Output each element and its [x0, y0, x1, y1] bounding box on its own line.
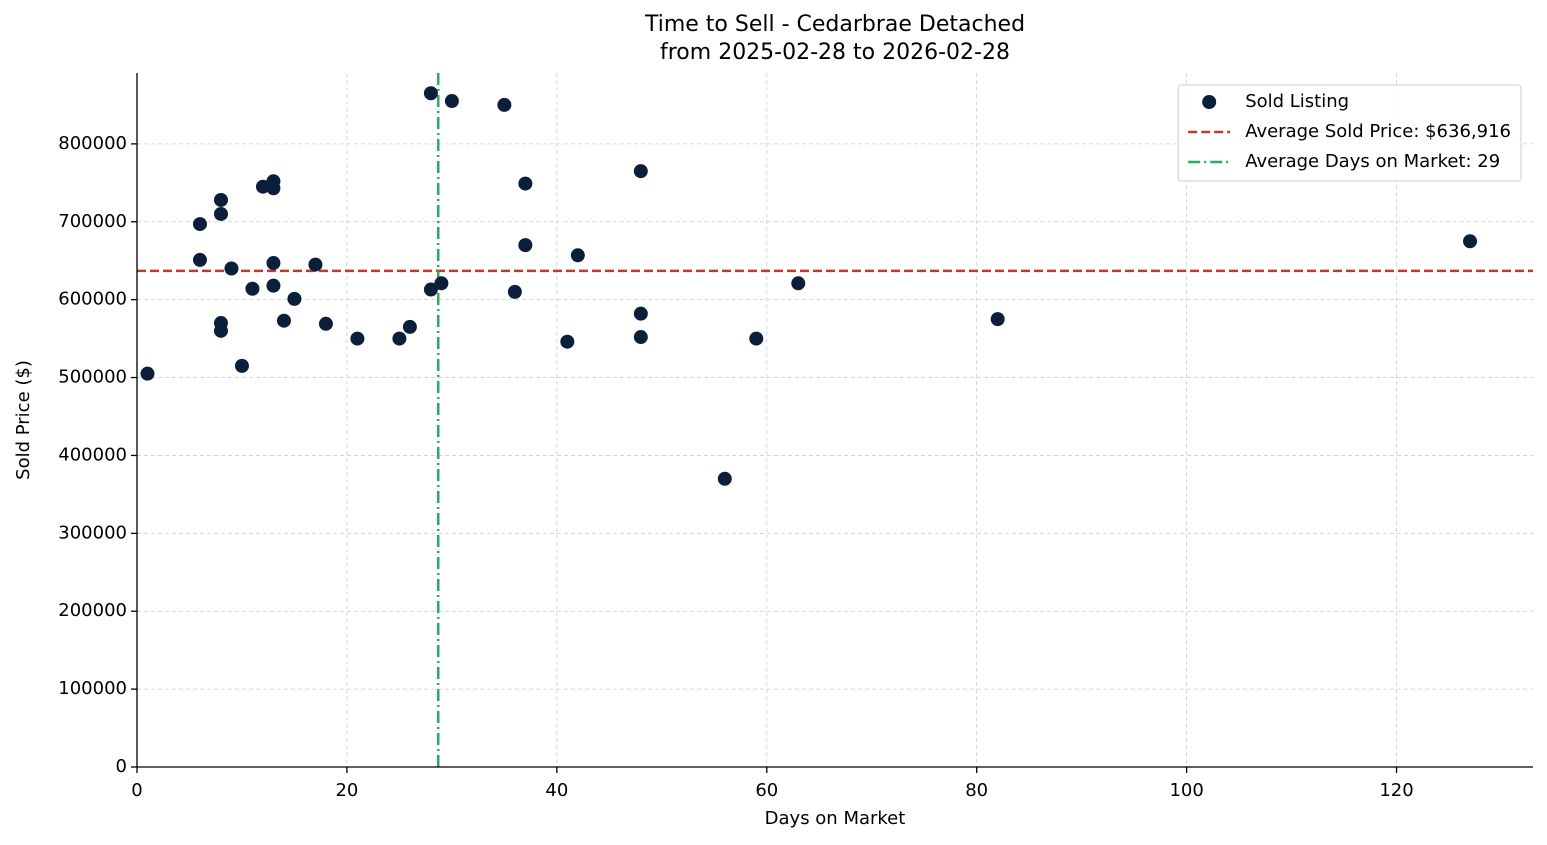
scatter-point	[402, 319, 417, 334]
x-tick-label: 60	[755, 780, 778, 801]
y-tick-label: 700000	[58, 211, 127, 232]
scatter-point	[318, 316, 333, 331]
scatter-point	[570, 248, 585, 263]
x-tick-label: 120	[1379, 780, 1413, 801]
scatter-point	[224, 261, 239, 276]
scatter-point	[266, 278, 281, 293]
scatter-point	[518, 176, 533, 191]
scatter-point	[266, 256, 281, 271]
legend-label: Sold Listing	[1245, 91, 1349, 112]
y-tick-label: 800000	[58, 133, 127, 154]
scatter-point	[423, 282, 438, 297]
scatter-point	[749, 331, 764, 346]
scatter-point	[308, 257, 323, 272]
scatter-point	[350, 331, 365, 346]
y-axis-label: Sold Price ($)	[13, 360, 34, 480]
scatter-point	[990, 312, 1005, 327]
scatter-point	[213, 323, 228, 338]
scatter-point	[276, 313, 291, 328]
scatter-point	[497, 97, 512, 112]
scatter-point	[791, 276, 806, 291]
y-tick-label: 500000	[58, 367, 127, 388]
scatter-point	[266, 181, 281, 196]
scatter-point	[1463, 234, 1478, 249]
y-tick-label: 100000	[58, 678, 127, 699]
scatter-point	[434, 276, 449, 291]
x-tick-label: 40	[545, 780, 568, 801]
scatter-point	[633, 330, 648, 345]
scatter-point	[192, 217, 207, 232]
y-tick-label: 300000	[58, 522, 127, 543]
x-tick-label: 80	[965, 780, 988, 801]
scatter-point	[444, 94, 459, 109]
chart-subtitle: from 2025-02-28 to 2026-02-28	[660, 40, 1010, 65]
scatter-point	[507, 284, 522, 299]
scatter-point	[423, 86, 438, 101]
legend-label: Average Sold Price: $636,916	[1245, 121, 1511, 142]
scatter-point	[560, 334, 575, 349]
scatter-point	[213, 192, 228, 207]
legend-label: Average Days on Market: 29	[1245, 151, 1500, 172]
scatter-point	[255, 179, 270, 194]
scatter-point	[633, 306, 648, 321]
legend-box	[1177, 84, 1522, 182]
x-tick-label: 100	[1169, 780, 1203, 801]
legend-marker	[1202, 95, 1217, 109]
scatter-point	[245, 281, 260, 296]
x-tick-label: 0	[131, 780, 142, 801]
legend: Sold Listing Average Sold Price: $636,916…	[1177, 84, 1522, 182]
scatter-point	[234, 358, 249, 373]
scatter-point	[392, 331, 407, 346]
scatter-point	[633, 164, 648, 179]
scatter-point	[518, 238, 533, 253]
scatter-point	[140, 366, 155, 381]
chart-title: Time to Sell - Cedarbrae Detached	[644, 12, 1025, 37]
scatter-point	[287, 291, 302, 306]
y-tick-label: 0	[116, 756, 127, 777]
scatter-point	[717, 471, 732, 486]
x-axis-label: Days on Market	[765, 808, 906, 829]
x-tick-label: 20	[335, 780, 358, 801]
y-tick-label: 200000	[58, 600, 127, 621]
scatter-point	[213, 206, 228, 221]
y-tick-label: 600000	[58, 289, 127, 310]
scatter-point	[192, 252, 207, 267]
y-tick-label: 400000	[58, 444, 127, 465]
